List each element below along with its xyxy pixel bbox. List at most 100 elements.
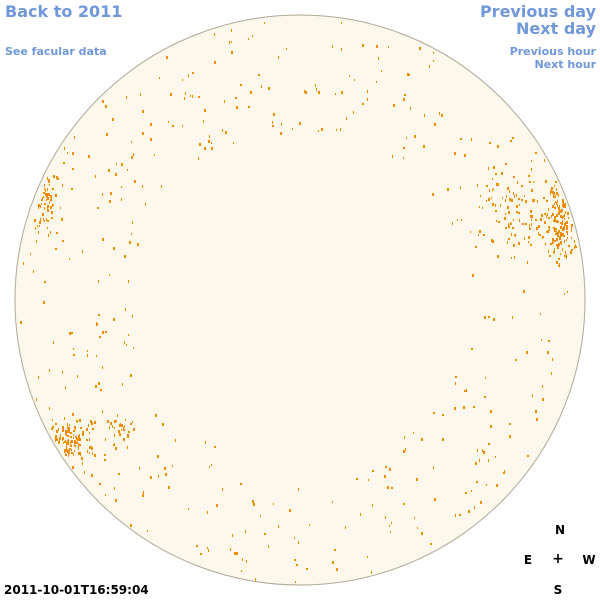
- facula-point: [486, 185, 488, 187]
- back-to-year-link[interactable]: Back to 2011: [5, 2, 123, 21]
- facula-point: [125, 308, 126, 311]
- facula-point: [376, 81, 377, 83]
- facula-point: [109, 200, 111, 203]
- facula-point: [464, 390, 466, 392]
- facula-point: [230, 548, 231, 551]
- previous-day-link[interactable]: Previous day: [479, 2, 596, 21]
- facula-point: [161, 185, 162, 188]
- facula-point: [571, 237, 572, 239]
- facula-point: [52, 188, 54, 190]
- facula-point: [253, 503, 255, 506]
- facula-point: [72, 152, 74, 155]
- facula-point: [508, 211, 510, 214]
- facula-point: [539, 234, 541, 236]
- facula-point: [556, 238, 558, 241]
- facula-point: [574, 246, 575, 249]
- facula-point: [52, 419, 53, 421]
- previous-hour-link[interactable]: Previous hour: [509, 45, 596, 58]
- facula-point: [492, 189, 493, 191]
- facula-point: [82, 433, 84, 436]
- see-facular-data-link[interactable]: See facular data: [5, 45, 107, 58]
- facula-point: [345, 526, 346, 529]
- facula-point: [99, 483, 101, 485]
- facula-point: [94, 454, 96, 457]
- facula-point: [48, 179, 50, 181]
- facula-point: [340, 128, 341, 131]
- facula-point: [482, 207, 483, 209]
- facula-point: [529, 224, 530, 227]
- facula-point: [439, 112, 440, 115]
- facula-point: [84, 471, 85, 474]
- facula-point: [78, 452, 80, 455]
- facula-point: [568, 217, 569, 219]
- facula-point: [542, 237, 543, 239]
- next-hour-link[interactable]: Next hour: [534, 58, 597, 71]
- facula-point: [341, 91, 343, 94]
- facula-point: [515, 359, 517, 361]
- facula-point: [77, 375, 78, 378]
- facula-point: [354, 79, 355, 81]
- facula-point: [150, 138, 152, 141]
- facula-point: [563, 215, 564, 218]
- facula-point: [46, 199, 47, 201]
- facula-point: [50, 206, 52, 209]
- facula-point: [88, 424, 89, 427]
- facula-point: [507, 241, 508, 244]
- facula-point: [524, 195, 525, 197]
- facula-point: [486, 484, 487, 486]
- facula-point: [211, 147, 213, 150]
- facula-point: [56, 430, 58, 433]
- facula-point: [566, 254, 567, 257]
- facula-point: [457, 219, 458, 221]
- facula-point: [531, 168, 532, 171]
- facula-point: [546, 215, 547, 218]
- facula-point: [105, 438, 106, 441]
- facula-point: [48, 181, 50, 183]
- facula-point: [406, 137, 407, 139]
- facula-point: [518, 212, 520, 214]
- facula-point: [424, 114, 425, 117]
- facula-point: [47, 197, 49, 200]
- facula-point: [554, 240, 556, 242]
- facula-point: [188, 74, 189, 77]
- facula-point: [505, 163, 507, 165]
- facula-point: [416, 478, 418, 481]
- facula-point: [248, 106, 250, 108]
- facula-point: [565, 251, 566, 254]
- facula-point: [387, 486, 389, 489]
- facula-point: [535, 219, 537, 221]
- facula-point: [44, 281, 46, 283]
- facula-point: [563, 226, 565, 229]
- facula-point: [528, 236, 530, 239]
- facula-point: [516, 205, 518, 208]
- facula-point: [575, 244, 576, 247]
- facula-point: [118, 430, 120, 433]
- facula-point: [548, 340, 550, 342]
- facula-point: [118, 473, 120, 475]
- facula-point: [246, 560, 247, 563]
- facula-point: [95, 175, 96, 178]
- facula-point: [64, 147, 65, 150]
- facula-point: [554, 185, 555, 187]
- facula-point: [556, 220, 558, 223]
- facula-point: [483, 451, 485, 454]
- next-day-link[interactable]: Next day: [516, 19, 596, 38]
- facula-point: [558, 258, 560, 260]
- facula-point: [131, 233, 132, 235]
- facula-point: [560, 253, 561, 255]
- facula-point: [556, 231, 557, 234]
- facula-point: [385, 466, 387, 468]
- facula-point: [532, 199, 533, 202]
- facula-point: [336, 568, 338, 571]
- facula-point: [525, 200, 527, 203]
- facula-point: [421, 438, 423, 441]
- facula-point: [78, 447, 79, 450]
- facula-point: [522, 223, 524, 225]
- facula-point: [64, 441, 65, 443]
- facula-point: [471, 138, 472, 141]
- facula-point: [556, 188, 557, 191]
- facula-point: [558, 207, 560, 210]
- facula-point: [506, 195, 507, 198]
- facula-point: [495, 456, 496, 458]
- facula-point: [73, 430, 75, 432]
